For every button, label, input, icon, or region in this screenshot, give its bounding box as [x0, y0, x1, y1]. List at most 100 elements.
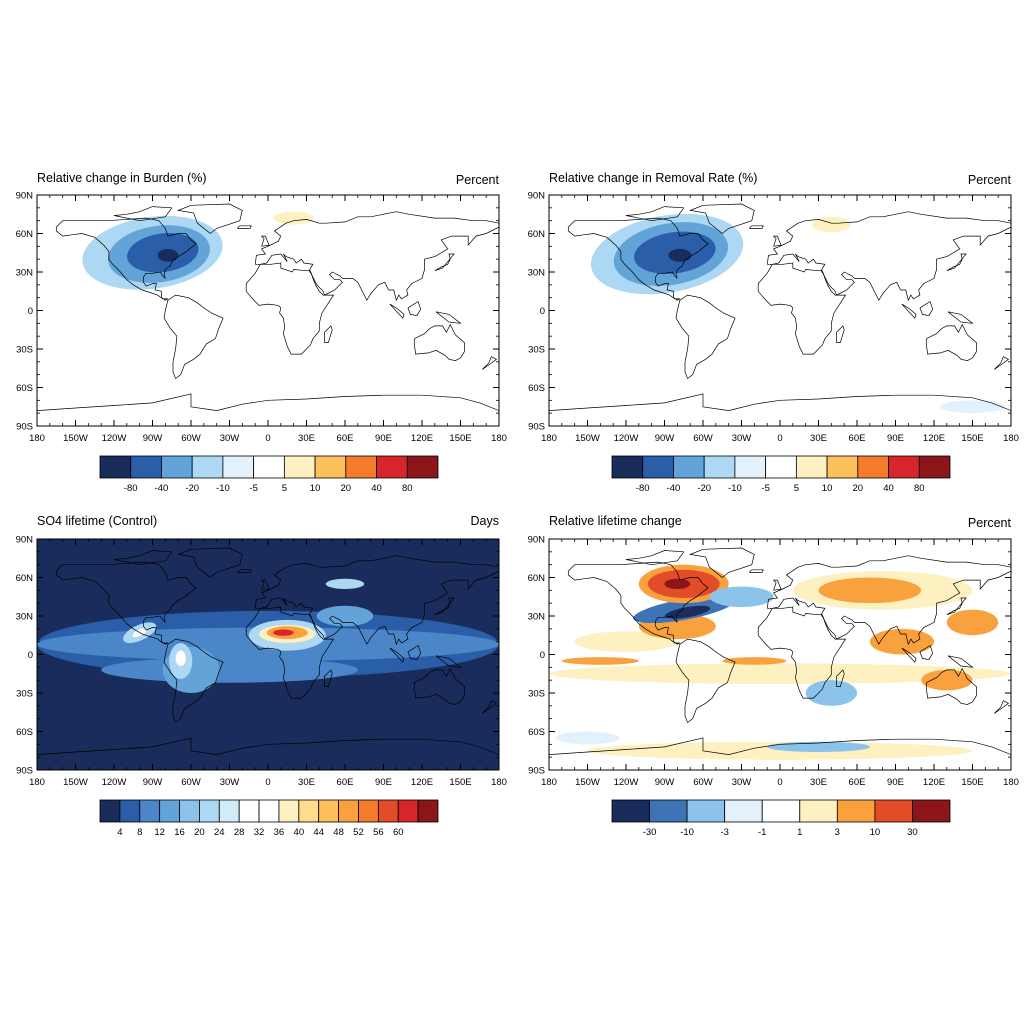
colorbar-label: 30 — [907, 827, 918, 838]
lat-tick-label: 60N — [16, 573, 34, 584]
colorbar-swatch — [161, 455, 193, 479]
lon-tick-label: 90E — [887, 433, 904, 444]
lat-tick-label: 30N — [16, 268, 34, 279]
lat-tick-label: 60N — [528, 573, 546, 584]
coastline — [389, 303, 405, 319]
coastline — [245, 606, 335, 699]
map-area — [37, 195, 499, 426]
contour-region — [869, 628, 935, 655]
colorbar-label: -20 — [697, 483, 711, 494]
coastline — [925, 667, 977, 705]
colorbar-label: 1 — [797, 827, 802, 838]
lon-tick-label: 0 — [265, 433, 270, 444]
colorbar-label: 36 — [274, 827, 285, 838]
colorbar-swatch — [345, 455, 377, 479]
contour-region — [921, 669, 973, 691]
colorbar-swatch — [673, 455, 705, 479]
colorbar: 4 8 12 16 20 24 28 32 36 40 44 48 52 56 60 — [99, 799, 439, 838]
coastline — [766, 555, 1011, 646]
coastline — [766, 211, 1011, 302]
lat-tick-label: 90S — [528, 422, 545, 433]
contour-region — [946, 609, 999, 636]
colorbar-label: -80 — [636, 483, 650, 494]
coastline — [836, 669, 845, 687]
colorbar-label: -80 — [124, 483, 138, 494]
colorbar-swatch — [795, 455, 828, 479]
colorbar-label: 32 — [254, 827, 265, 838]
colorbar-label: 52 — [353, 827, 364, 838]
colorbar-label: 44 — [313, 827, 324, 838]
map-background — [549, 195, 1011, 426]
lat-tick-label: 90S — [528, 766, 545, 777]
colorbar-swatch — [761, 799, 801, 823]
colorbar-swatch — [314, 455, 347, 479]
colorbar-swatch — [734, 455, 767, 479]
colorbar-swatch — [358, 799, 379, 823]
coastline — [435, 655, 462, 668]
lon-tick-label: 30E — [810, 777, 827, 788]
coastline — [163, 638, 224, 724]
coastline — [946, 253, 967, 272]
coastline — [413, 667, 465, 705]
colorbar-swatch — [799, 799, 838, 823]
colorbar-label: 48 — [333, 827, 344, 838]
lon-tick-label: 120E — [411, 777, 433, 788]
coastline — [113, 550, 173, 566]
colorbar-label: -40 — [667, 483, 681, 494]
coastline — [55, 561, 197, 645]
colorbar-swatch — [836, 799, 876, 823]
colorbar-swatch — [318, 799, 339, 823]
panel-lifetime-change: Relative lifetime change Percent 90N 60N 3… — [528, 514, 1019, 838]
contour-region — [940, 400, 1005, 414]
panel-units: Percent — [456, 173, 500, 187]
colorbar-swatch — [611, 455, 644, 479]
colorbar-swatch — [377, 799, 399, 823]
coastlines — [37, 203, 499, 411]
lat-tick-label: 0 — [28, 306, 33, 317]
coastline — [688, 547, 755, 578]
lon-tick-label: 90W — [655, 777, 675, 788]
colorbar-label: 16 — [174, 827, 185, 838]
panel-units: Percent — [968, 173, 1012, 187]
lat-tick-label: 60S — [528, 727, 545, 738]
coastline — [407, 644, 422, 660]
colorbar-swatch — [278, 799, 300, 823]
lat-tick-label: 60S — [16, 383, 33, 394]
lon-tick-label: 0 — [777, 433, 782, 444]
lon-tick-label: 30W — [220, 433, 240, 444]
lon-tick-label: 60E — [849, 777, 866, 788]
lon-tick-label: 150W — [63, 777, 88, 788]
coastline — [176, 203, 243, 234]
colorbar-swatch — [765, 455, 797, 479]
coastline — [434, 253, 455, 272]
contour-region — [587, 741, 973, 760]
field-contours — [82, 211, 315, 290]
lat-tick-label: 30N — [16, 612, 34, 623]
lat-tick-label: 30S — [16, 345, 33, 356]
lat-tick-label: 30S — [16, 689, 33, 700]
colorbar-swatch — [376, 455, 408, 479]
contour-region — [668, 248, 692, 262]
colorbar-label: 20 — [341, 483, 352, 494]
colorbar-label: 24 — [214, 827, 225, 838]
colorbar-label: 10 — [822, 483, 833, 494]
colorbar-swatch — [857, 455, 889, 479]
coastline — [757, 606, 847, 699]
lon-tick-label: 180 — [491, 433, 507, 444]
lon-tick-label: 150W — [63, 433, 88, 444]
colorbar-label: -40 — [155, 483, 169, 494]
coastline — [413, 323, 465, 361]
map-background — [549, 539, 1011, 770]
colorbar-swatch — [218, 799, 240, 823]
contour-region — [157, 248, 179, 262]
contour-region — [561, 657, 639, 665]
coastline — [55, 217, 197, 301]
coastline — [113, 206, 173, 222]
colorbar-label: -1 — [758, 827, 766, 838]
panel-burden: Relative change in Burden (%) Percent 90… — [16, 171, 507, 494]
lon-tick-label: 30W — [220, 777, 240, 788]
lon-tick-label: 30W — [732, 433, 752, 444]
colorbar-swatch — [199, 799, 220, 823]
lon-tick-label: 60W — [181, 433, 201, 444]
lat-tick-label: 0 — [540, 306, 545, 317]
